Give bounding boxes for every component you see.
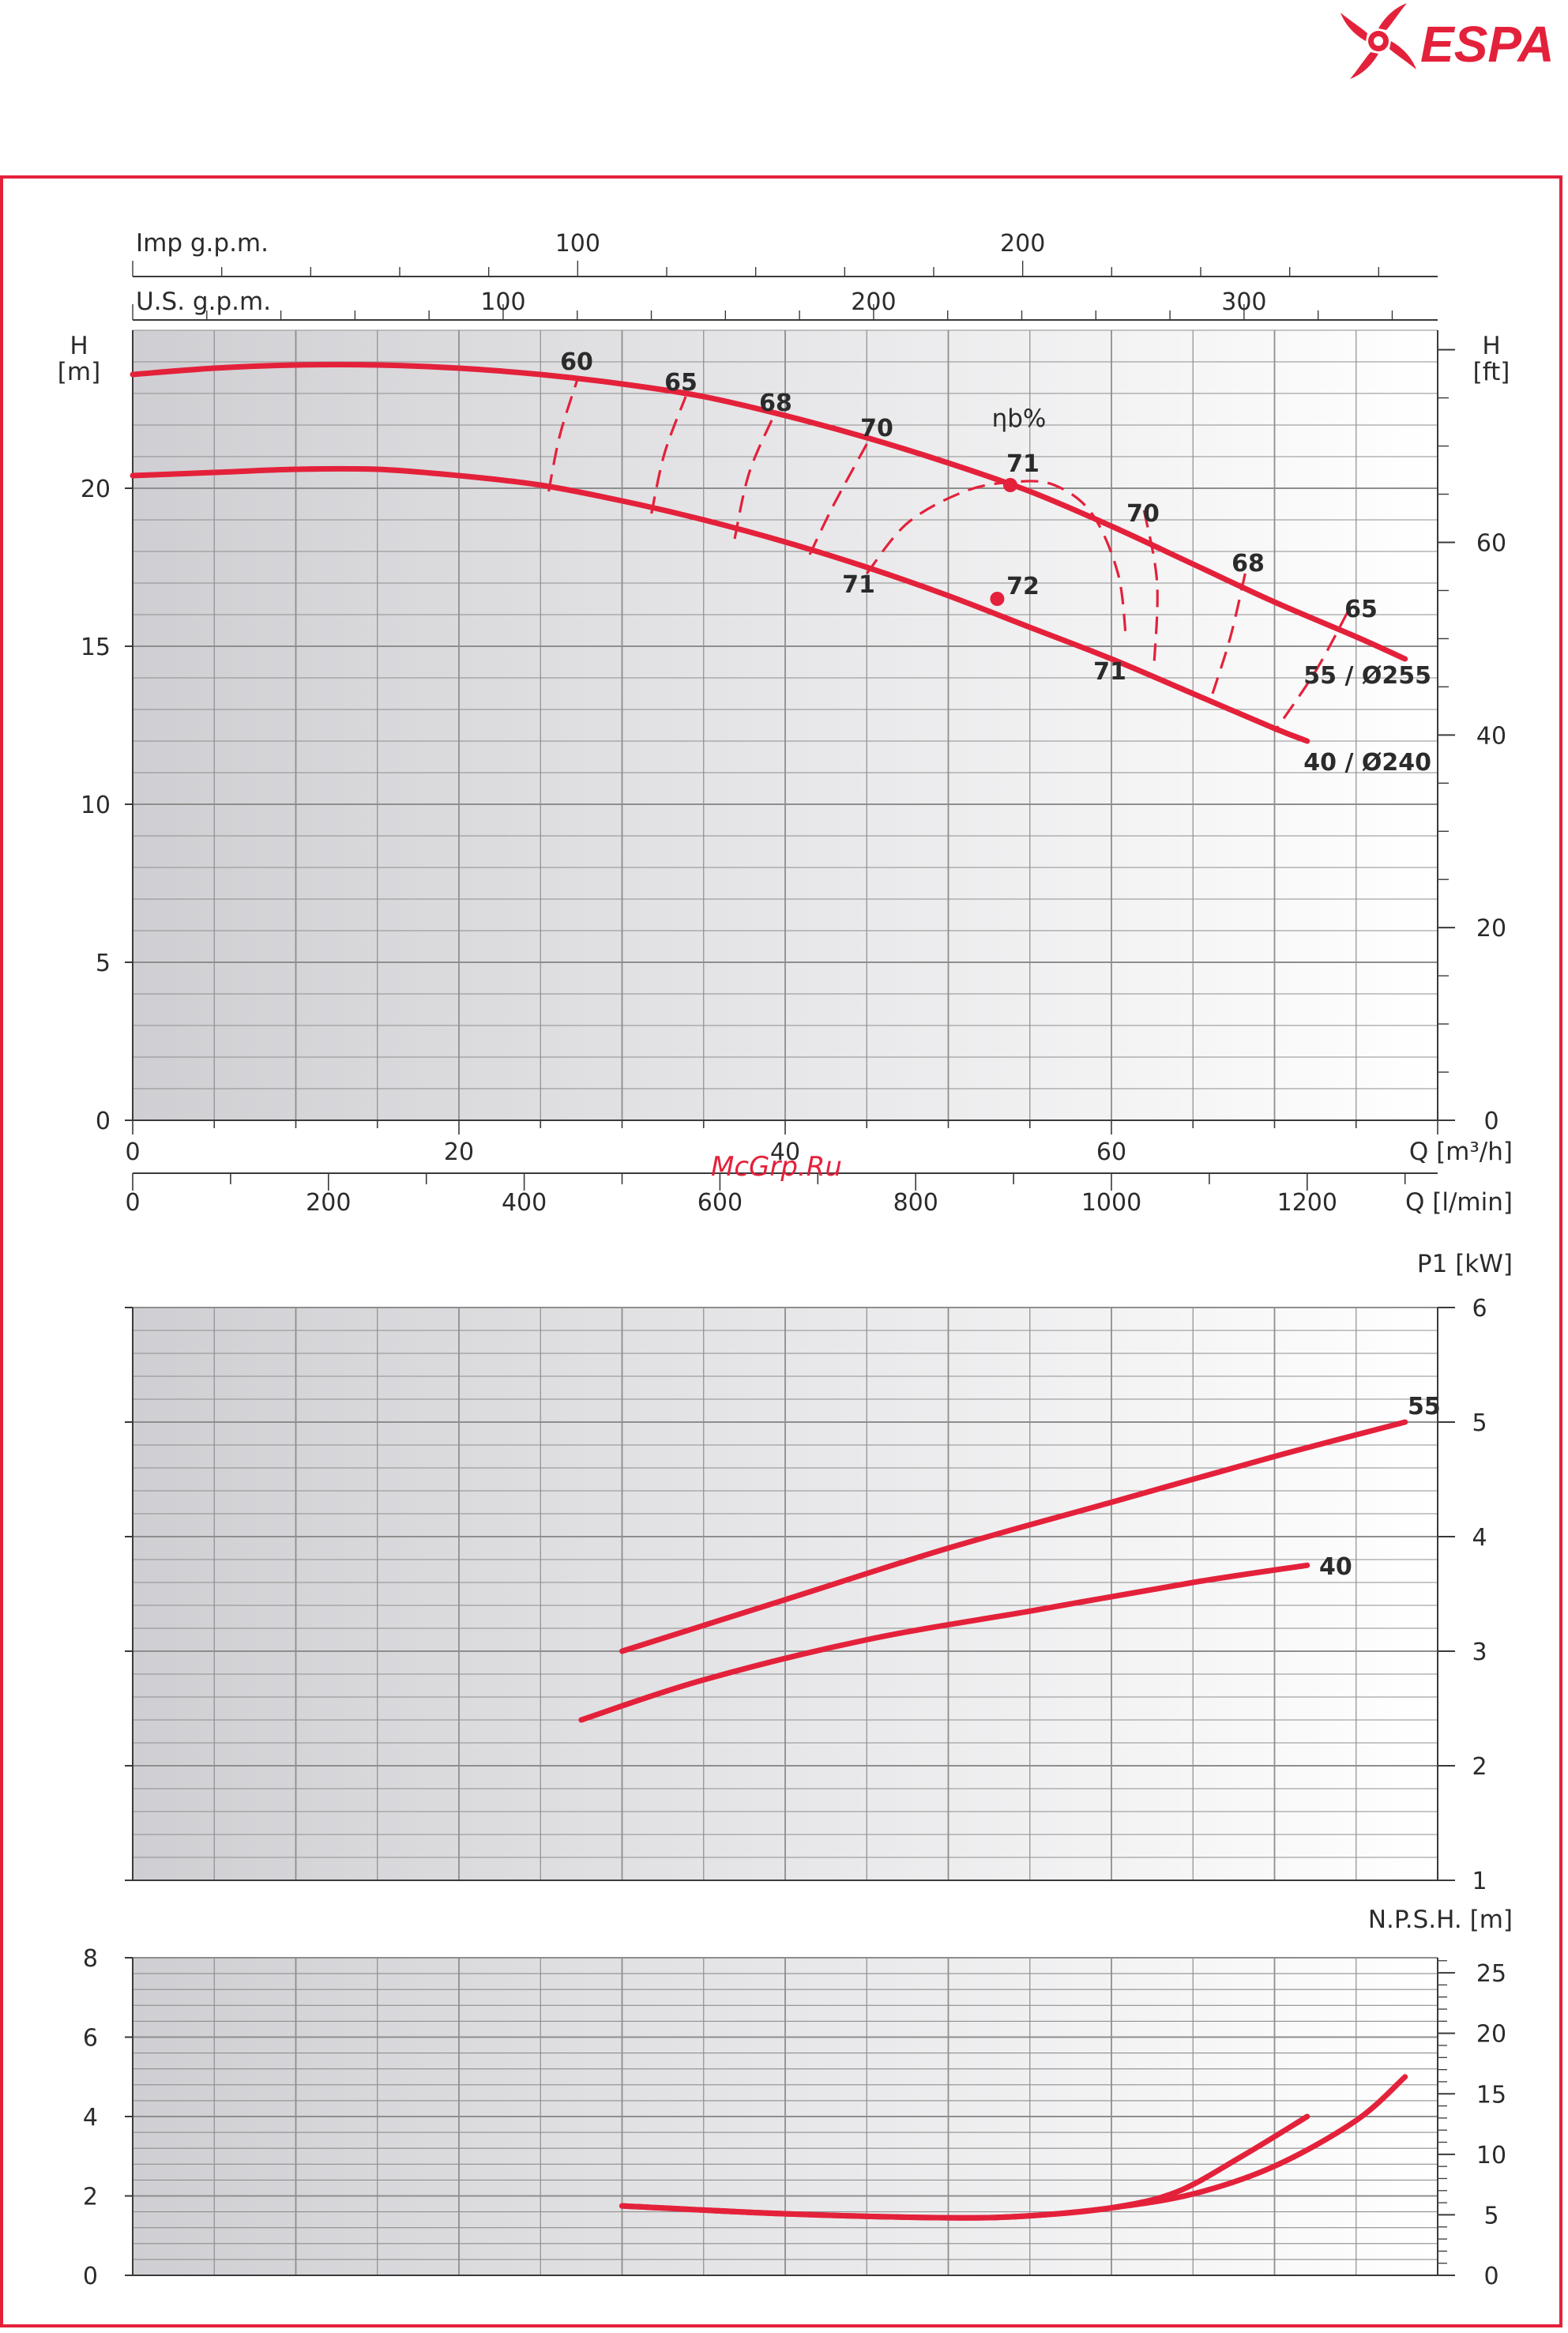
efficiency-label: 72 — [1006, 573, 1040, 600]
npsh-chart: 0 2 4 6 8 0 5 10 15 20 25 N.P.S.H. [m] — [83, 1906, 1513, 2290]
top-us-axis-title: U.S. g.p.m. — [136, 288, 271, 316]
efficiency-label: 68 — [759, 389, 792, 417]
y-right-tick-label: 10 — [1476, 2142, 1506, 2169]
y-tick-label: 5 — [96, 950, 111, 977]
top-us-tick-label: 300 — [1221, 288, 1266, 316]
y-tick-label: 3 — [1472, 1639, 1487, 1666]
npsh-curve-40 — [619, 2113, 1310, 2221]
watermark: McGrp.Ru — [711, 1151, 842, 1183]
bep-point — [990, 592, 1005, 606]
y-right-axis-title: H — [1482, 332, 1500, 360]
efficiency-curve-65 — [1273, 611, 1349, 732]
efficiency-curve-65 — [650, 396, 687, 514]
efficiency-label: 65 — [1344, 596, 1378, 623]
x-tick-label: 40 — [770, 1138, 800, 1166]
espa-logo: ESPA — [1341, 3, 1555, 79]
bep-point — [1002, 478, 1017, 492]
efficiency-label: 71 — [842, 571, 875, 599]
head-curve-40 — [130, 465, 1310, 744]
y-right-tick-label: 0 — [1483, 1108, 1498, 1135]
efficiency-curve-71 — [866, 480, 1128, 641]
x-tick-label: 20 — [444, 1138, 474, 1166]
x2-tick-label: 200 — [306, 1189, 351, 1217]
y-tick-label: 4 — [1472, 1524, 1487, 1552]
y-tick-label: 0 — [83, 2263, 98, 2290]
efficiency-label: 68 — [1231, 550, 1265, 578]
y-axis-title: N.P.S.H. [m] — [1368, 1906, 1513, 1934]
chart-frame — [0, 175, 1562, 2327]
top-us-tick-label: 200 — [851, 288, 896, 316]
y-axis-title: P1 [kW] — [1417, 1250, 1513, 1278]
power-label-55: 55 — [1408, 1393, 1441, 1420]
brand-name: ESPA — [1420, 16, 1555, 73]
y-tick-label: 20 — [81, 476, 111, 503]
top-imp-tick-label: 200 — [1000, 230, 1045, 258]
power-chart: 1 2 3 4 5 6 P1 [kW] 55 40 — [125, 1250, 1513, 1895]
x2-tick-label: 400 — [502, 1189, 547, 1217]
y-tick-label: 15 — [81, 634, 111, 661]
y-right-tick-label: 5 — [1483, 2202, 1498, 2230]
efficiency-label: 70 — [1126, 500, 1160, 528]
x2-tick-label: 1000 — [1081, 1189, 1141, 1217]
power-label-40: 40 — [1319, 1553, 1352, 1581]
y-tick-label: 2 — [83, 2184, 98, 2211]
y-axis-unit: [m] — [58, 358, 100, 386]
series-label-55: 55 / Ø255 — [1303, 662, 1431, 690]
y-tick-label: 1 — [1472, 1868, 1487, 1895]
x2-axis-title: Q [l/min] — [1405, 1188, 1513, 1217]
y-right-tick-label: 60 — [1476, 529, 1506, 557]
efficiency-label: 65 — [664, 369, 698, 397]
y-right-tick-label: 0 — [1483, 2263, 1498, 2290]
x2-tick-label: 800 — [893, 1189, 938, 1217]
efficiency-curve-70 — [1142, 510, 1159, 669]
y-tick-label: 5 — [1472, 1409, 1487, 1437]
series-label-40: 40 / Ø240 — [1303, 749, 1431, 777]
y-right-axis-unit: [ft] — [1473, 358, 1510, 386]
top-us-tick-label: 100 — [480, 288, 525, 316]
x-tick-label: 60 — [1096, 1138, 1126, 1166]
y-axis-title: H — [70, 332, 88, 360]
power-curve-40 — [578, 1562, 1310, 1723]
y-right-tick-label: 40 — [1476, 722, 1506, 750]
power-curve-55 — [619, 1419, 1408, 1654]
y-right-tick-label: 15 — [1476, 2081, 1506, 2109]
y-tick-label: 6 — [1472, 1295, 1487, 1323]
efficiency-curve-68 — [733, 412, 777, 540]
y-tick-label: 10 — [81, 792, 111, 819]
y-right-tick-label: 25 — [1476, 1960, 1506, 1988]
x-axis-title: Q [m³/h] — [1409, 1138, 1513, 1166]
y-right-tick-label: 20 — [1476, 915, 1506, 943]
head-curve-55 — [130, 361, 1408, 662]
fan-icon — [1341, 3, 1416, 79]
y-right-tick-label: 20 — [1476, 2021, 1506, 2049]
top-imp-tick-label: 100 — [555, 230, 600, 258]
y-tick-label: 0 — [96, 1108, 111, 1135]
efficiency-label: 71 — [1093, 658, 1126, 686]
x2-tick-label: 1200 — [1277, 1189, 1337, 1217]
efficiency-curve-70 — [808, 443, 868, 555]
top-imp-axis-title: Imp g.p.m. — [136, 229, 269, 258]
x2-tick-label: 0 — [125, 1189, 140, 1217]
efficiency-title: ηb% — [992, 405, 1047, 433]
efficiency-label: 60 — [560, 348, 593, 376]
efficiency-label: 70 — [860, 415, 893, 442]
y-tick-label: 8 — [83, 1945, 98, 1973]
y-tick-label: 4 — [83, 2104, 98, 2132]
y-tick-label: 2 — [1472, 1753, 1487, 1781]
y-tick-label: 6 — [83, 2025, 98, 2053]
x2-tick-label: 600 — [698, 1189, 743, 1217]
x-tick-label: 0 — [125, 1138, 140, 1166]
efficiency-curve-60 — [547, 377, 580, 492]
efficiency-label: 71 — [1006, 450, 1040, 478]
